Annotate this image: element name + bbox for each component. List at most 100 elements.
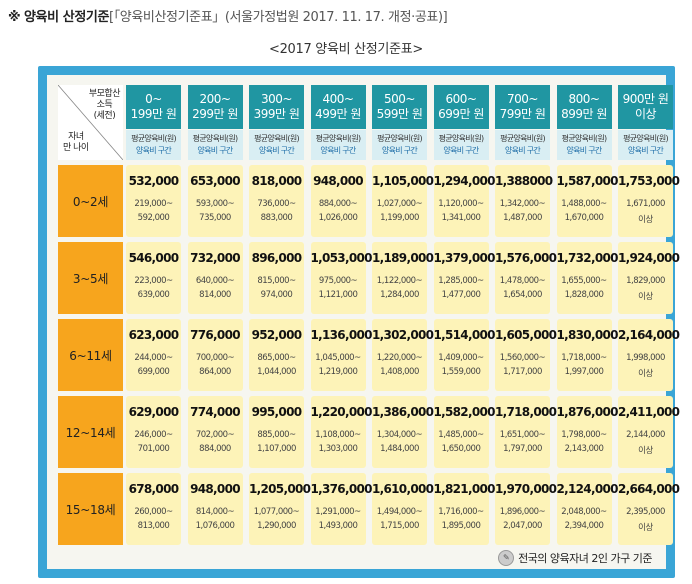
avg-label: 평균양육비(원) — [500, 134, 546, 143]
table-cell: 1,379,000 1,285,000~ 1,477,000 — [433, 242, 495, 314]
range-low: 244,000~ — [134, 353, 173, 363]
income-range-line-2: 799만 원 — [499, 107, 546, 121]
range-high: 1,493,000 — [318, 521, 358, 531]
row-header-age: 15~18세 — [58, 473, 123, 545]
table-cell: 629,000 246,000~ 701,000 — [126, 396, 181, 468]
range-low: 1,718,000~ — [561, 353, 607, 363]
range-low: 260,000~ — [134, 507, 173, 517]
range-high: 1,284,000 — [380, 290, 419, 300]
column-subheader: 평균양육비(원) 양육비 구간 — [310, 130, 366, 160]
average-amount: 1,830,000 — [556, 328, 619, 342]
corner-age-label: 자녀 만 나이 — [63, 132, 89, 154]
table-cell: 952,000 865,000~ 1,044,000 — [249, 319, 304, 391]
range-high: 2,047,000 — [503, 521, 542, 531]
average-amount: 623,000 — [128, 328, 179, 342]
table-cell: 1,587,000 1,488,000~ 1,670,000 — [556, 165, 618, 237]
average-amount: 1,582,000 — [433, 405, 496, 419]
column-subheader: 평균양육비(원) 양육비 구간 — [556, 130, 612, 160]
table-cell: 1,732,000 1,655,000~ 1,828,000 — [556, 242, 619, 314]
range-high: 1,076,000 — [195, 521, 235, 531]
table-cell: 1,876,000 1,798,000~ 2,143,000 — [556, 396, 618, 468]
average-amount: 1,136,000 — [310, 328, 373, 342]
income-range-line-2: 899만 원 — [561, 107, 607, 121]
range-low: 2,048,000~ — [561, 507, 607, 517]
range-high: 883,000 — [260, 213, 293, 223]
range-high: 974,000 — [260, 290, 293, 300]
table-cell: 818,000 736,000~ 883,000 — [249, 165, 304, 237]
average-amount: 995,000 — [251, 405, 302, 419]
income-range: 200~ 299만 원 — [187, 85, 243, 129]
average-amount: 1,294,000 — [433, 174, 496, 188]
average-amount: 1,205,000 — [249, 482, 311, 496]
column-header-5: 600~ 699만 원 평균양육비(원) 양육비 구간 — [433, 85, 489, 160]
range-low: 1,077,000~ — [253, 507, 300, 517]
corner-income-line-3: (세전) — [93, 111, 116, 121]
range-low: 2,395,000 — [626, 507, 665, 517]
income-range-line-1: 300~ — [261, 92, 292, 106]
table-cell: 995,000 885,000~ 1,107,000 — [249, 396, 304, 468]
range-low: 1,120,000~ — [438, 199, 484, 209]
range-low: 593,000~ — [195, 199, 235, 209]
row-header-age: 12~14세 — [58, 396, 123, 468]
average-amount: 818,000 — [251, 174, 302, 188]
table-cell: 896,000 815,000~ 974,000 — [249, 242, 304, 314]
average-amount: 776,000 — [190, 328, 240, 342]
table-cell: 1,924,000 1,829,000 이상 — [618, 242, 680, 314]
average-amount: 2,124,000 — [556, 482, 619, 496]
range-high: 864,000 — [199, 367, 231, 377]
band-label: 양육비 구간 — [566, 146, 602, 155]
row-header-age: 6~11세 — [58, 319, 123, 391]
range-low: 246,000~ — [134, 430, 173, 440]
income-range: 800~ 899만 원 — [556, 85, 612, 129]
column-subheader: 평균양육비(원) 양육비 구간 — [618, 130, 673, 160]
band-label: 양육비 구간 — [320, 146, 356, 155]
range-high: 1,290,000 — [257, 521, 296, 531]
range-low: 1,651,000~ — [499, 430, 546, 440]
avg-label: 평균양육비(원) — [192, 134, 239, 143]
range-low: 815,000~ — [257, 276, 296, 286]
range-high: 884,000 — [199, 444, 231, 454]
income-range-line-1: 0~ — [145, 92, 162, 106]
income-range-line-1: 200~ — [199, 92, 231, 106]
range-high: 813,000 — [137, 521, 170, 531]
table-cell: 1,302,000 1,220,000~ 1,408,000 — [372, 319, 434, 391]
table-cell: 653,000 593,000~ 735,000 — [187, 165, 243, 237]
average-amount: 1,924,000 — [618, 251, 680, 265]
income-range-line-1: 800~ — [568, 92, 600, 106]
column-header-1: 200~ 299만 원 평균양육비(원) 양육비 구간 — [187, 85, 243, 160]
range-low: 1,027,000~ — [376, 199, 423, 209]
table-cell: 1,610,000 1,494,000~ 1,715,000 — [372, 473, 434, 545]
average-amount: 952,000 — [251, 328, 302, 342]
range-high: 2,143,000 — [564, 444, 604, 454]
range-low: 2,144,000 — [626, 430, 665, 440]
range-low: 1,560,000~ — [499, 353, 546, 363]
table-cell: 1,220,000 1,108,000~ 1,303,000 — [310, 396, 372, 468]
header-source: [「양육비산정기준표」(서울가정법원 2017. 11. 17. 개정·공표)] — [109, 10, 448, 25]
average-amount: 1,732,000 — [556, 251, 619, 265]
avg-label: 평균양육비(원) — [315, 134, 362, 143]
table-cell: 1,605,000 1,560,000~ 1,717,000 — [495, 319, 557, 391]
table-cell: 2,124,000 2,048,000~ 2,394,000 — [556, 473, 619, 545]
page-header: ※ 양육비 산정기준[「양육비산정기준표」(서울가정법원 2017. 11. 1… — [8, 6, 448, 25]
range-low: 865,000~ — [257, 353, 296, 363]
range-low: 1,122,000~ — [376, 276, 423, 286]
range-low: 1,896,000~ — [499, 507, 546, 517]
column-header-8: 900만 원 이상 평균양육비(원) 양육비 구간 — [618, 85, 673, 160]
average-amount: 1,821,000 — [433, 482, 496, 496]
range-low: 1,304,000~ — [376, 430, 423, 440]
income-range: 900만 원 이상 — [618, 85, 673, 129]
table-cell: 1,830,000 1,718,000~ 1,997,000 — [556, 319, 619, 391]
table-body: 부모합산 소득 (세전) 자녀 만 나이 0~ 199만 원 평균양육비(원) 양육비… — [47, 75, 680, 569]
average-amount: 1,514,000 — [433, 328, 496, 342]
range-high: 1,107,000 — [257, 444, 296, 454]
row-header-age: 0~2세 — [58, 165, 123, 237]
footnote-text: 전국의 양육자녀 2인 가구 기준 — [518, 552, 652, 565]
income-range-line-2: 이상 — [634, 107, 657, 121]
table-cell: 623,000 244,000~ 699,000 — [126, 319, 181, 391]
range-high: 1,487,000 — [503, 213, 542, 223]
range-low: 1,716,000~ — [438, 507, 484, 517]
table-cell: 1,576,000 1,478,000~ 1,654,000 — [495, 242, 557, 314]
average-amount: 1,605,000 — [495, 328, 557, 342]
average-amount: 1,386,000 — [372, 405, 434, 419]
table-cell: 2,164,000 1,998,000 이상 — [618, 319, 680, 391]
